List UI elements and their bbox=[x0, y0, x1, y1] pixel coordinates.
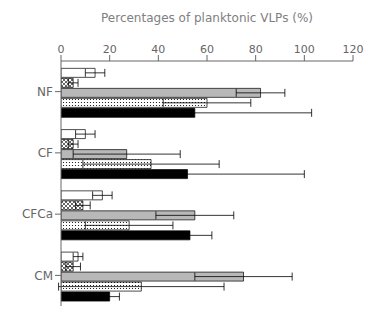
svg-text:CFCa: CFCa bbox=[22, 207, 53, 221]
svg-text:80: 80 bbox=[249, 43, 263, 56]
svg-text:20: 20 bbox=[103, 43, 117, 56]
svg-text:60: 60 bbox=[200, 43, 214, 56]
svg-text:40: 40 bbox=[151, 43, 165, 56]
svg-text:CM: CM bbox=[34, 269, 53, 283]
svg-text:100: 100 bbox=[294, 43, 315, 56]
svg-text:Percentages of planktonic VLPs: Percentages of planktonic VLPs (%) bbox=[101, 11, 313, 25]
svg-text:CF: CF bbox=[38, 146, 53, 160]
svg-text:120: 120 bbox=[343, 43, 364, 56]
svg-text:NF: NF bbox=[37, 85, 53, 99]
svg-text:0: 0 bbox=[58, 43, 65, 56]
